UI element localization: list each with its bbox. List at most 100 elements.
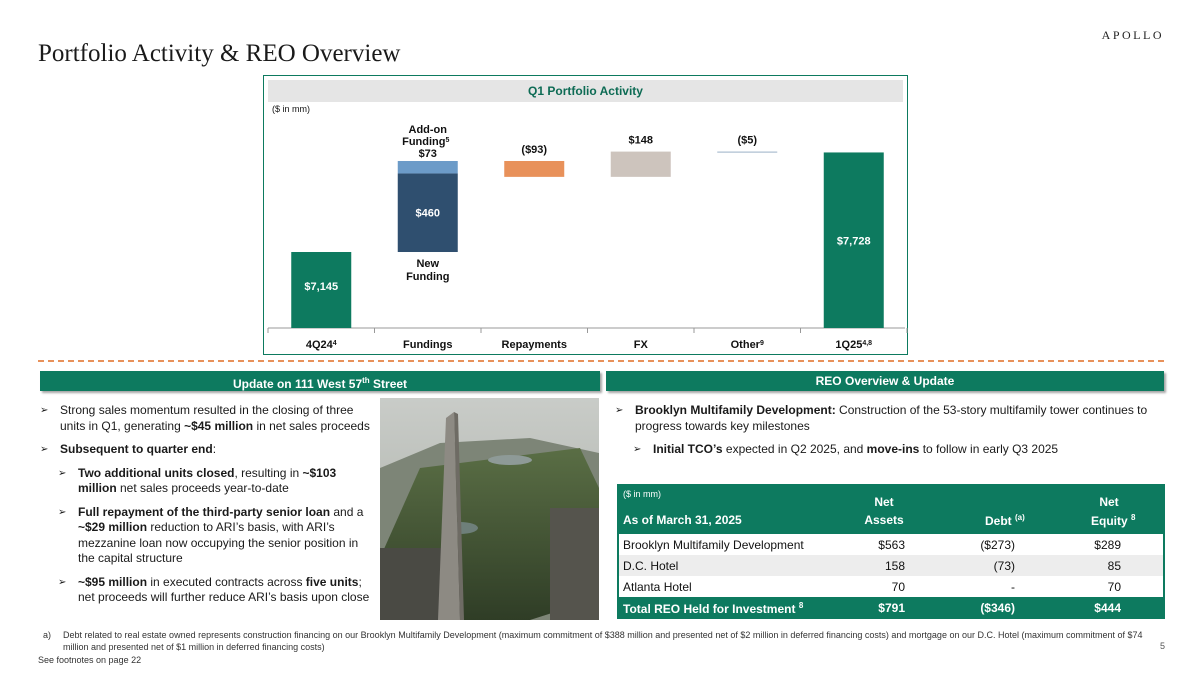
- left-bullet: ➢ Full repayment of the third-party senio…: [58, 505, 370, 567]
- waterfall-bar-repayments: [504, 160, 565, 177]
- reo-cell-name: D.C. Hotel: [623, 559, 679, 573]
- bullet-text: reduction to ARI’s basis, with ARI’s mez…: [78, 520, 359, 565]
- reo-cell-assets: 158: [884, 559, 905, 573]
- series-label: Add-on: [409, 124, 448, 136]
- bullet-text: in executed contracts across: [147, 574, 306, 589]
- arrow-bullet-icon: ➢: [58, 576, 67, 588]
- reo-cell-equity: 70: [1107, 580, 1121, 594]
- bullet-text: Full repayment of the third-party senior…: [78, 504, 331, 519]
- reo-table-row: Brooklyn Multifamily Development $563 ($27…: [619, 534, 1163, 556]
- waterfall-bar-fundings: [397, 173, 458, 253]
- col-as-of: As of March 31, 2025: [623, 513, 742, 527]
- x-tick-label: 1Q254,8: [835, 339, 872, 351]
- right-bullet-list: ➢ Brooklyn Multifamily Development: Const…: [615, 403, 1163, 466]
- bar-value-label: ($93): [521, 144, 547, 156]
- reo-overview-header: REO Overview & Update: [606, 371, 1164, 391]
- reo-cell-debt: ($273): [980, 538, 1015, 552]
- bullet-text: to follow in early Q3 2025: [919, 442, 1059, 456]
- reo-cell-assets: 70: [891, 580, 905, 594]
- footnote-a: a) Debt related to real estate owned rep…: [43, 629, 1143, 653]
- chart-title: Q1 Portfolio Activity: [268, 80, 903, 102]
- reo-table-row: D.C. Hotel 158 (73) 85: [619, 555, 1163, 577]
- page-number: 5: [1159, 641, 1165, 651]
- apollo-logo: APOLLO: [1101, 28, 1164, 42]
- bullet-text: ~$29 million: [78, 520, 148, 534]
- arrow-bullet-icon: ➢: [40, 444, 49, 455]
- bullet-text: in net sales proceeds: [253, 418, 370, 433]
- bullet-text: Strong sales momentum resulted in the cl…: [60, 403, 354, 433]
- bar-value-label: $73: [419, 148, 437, 160]
- update-111-west-57th-header: Update on 111 West 57th Street: [40, 371, 600, 391]
- col-net-equity-line1: Net: [1099, 495, 1119, 509]
- see-footnotes-link[interactable]: See footnotes on page 22: [38, 655, 142, 665]
- col-net-assets-line2: Assets: [864, 513, 904, 527]
- 111-west-57th-photo: [380, 398, 599, 620]
- series-label: Funding: [406, 271, 449, 283]
- series-label: Funding5: [402, 136, 449, 148]
- reo-cell-equity: $289: [1094, 538, 1121, 552]
- bar-value-label: ($5): [737, 135, 757, 147]
- x-tick-label: Fundings: [403, 339, 453, 351]
- reo-table-unit: ($ in mm): [623, 489, 661, 499]
- left-header-text: Update on 111 West 57: [232, 377, 363, 391]
- footnote-a-text: Debt related to real estate owned repres…: [63, 630, 1143, 652]
- arrow-bullet-icon: ➢: [58, 467, 67, 479]
- waterfall-chart-svg: ($ in mm) 4Q244 Fundings Repayments FX Other9…: [267, 104, 908, 351]
- left-bullet: ➢ Two additional units closed, resulting …: [58, 466, 370, 497]
- reo-cell-name: Atlanta Hotel: [623, 580, 692, 594]
- bullet-text: five units: [305, 574, 359, 589]
- waterfall-bar-fx: [610, 151, 671, 177]
- col-debt: Debt (a): [985, 513, 1025, 528]
- reo-cell-equity: 85: [1107, 559, 1121, 573]
- bullet-text: ~$95 million: [78, 574, 148, 589]
- bullet-text: ~$45 million: [184, 418, 254, 433]
- right-bullet: ➢ Initial TCO’s expected in Q2 2025, and …: [633, 442, 1163, 458]
- bullet-text: , resulting in: [234, 465, 303, 480]
- col-net-assets-line1: Net: [874, 495, 894, 509]
- total-debt: ($346): [980, 601, 1015, 615]
- reo-cell-debt: (73): [993, 559, 1015, 573]
- section-divider: [38, 360, 1164, 362]
- bullet-text: ~$103 million: [78, 465, 337, 496]
- reo-table-header: ($ in mm) As of March 31, 2025 Net Asset…: [619, 486, 1163, 534]
- arrow-bullet-icon: ➢: [58, 506, 67, 518]
- portfolio-activity-chart: Q1 Portfolio Activity ($ in mm) 4Q244 Fund…: [263, 75, 908, 355]
- left-header-sup: th: [362, 376, 370, 385]
- reo-table-row: Atlanta Hotel 70 - 70: [619, 576, 1163, 598]
- bullet-text: :: [212, 442, 217, 456]
- total-equity: $444: [1094, 601, 1121, 615]
- col-net-equity-line2: Equity 8: [1091, 513, 1136, 528]
- bullet-text: Initial TCO’s: [653, 442, 723, 456]
- bullet-text: Subsequent to quarter end: [60, 442, 213, 456]
- bar-value-label: $148: [629, 135, 653, 147]
- x-tick-label: 4Q244: [306, 339, 337, 351]
- reo-cell-name: Brooklyn Multifamily Development: [623, 538, 804, 552]
- bullet-text: Two additional units closed: [78, 465, 235, 480]
- total-label: Total REO Held for Investment 8: [623, 601, 804, 616]
- bar-value-label: $7,145: [304, 281, 338, 293]
- left-bullet: ➢ Subsequent to quarter end:: [40, 442, 370, 458]
- x-tick-label: FX: [634, 339, 649, 351]
- arrow-bullet-icon: ➢: [633, 444, 642, 455]
- waterfall-bar-1q25: [823, 152, 884, 328]
- bar-value-label: $460: [416, 208, 440, 220]
- reo-table: ($ in mm) As of March 31, 2025 Net Asset…: [617, 484, 1165, 619]
- waterfall-bar-4q24: [291, 252, 352, 328]
- bullet-text: net sales proceeds year-to-date: [116, 481, 289, 495]
- bullet-text: move-ins: [866, 442, 920, 456]
- arrow-bullet-icon: ➢: [40, 405, 49, 416]
- bullet-text: and a: [330, 504, 364, 519]
- left-header-suffix: Street: [369, 377, 408, 391]
- bullet-text: Brooklyn Multifamily Development:: [635, 403, 836, 417]
- x-tick-label: Other9: [731, 339, 764, 351]
- left-bullet: ➢ ~$95 million in executed contracts acro…: [58, 575, 370, 606]
- arrow-bullet-icon: ➢: [615, 405, 624, 416]
- right-bullet: ➢ Brooklyn Multifamily Development: Const…: [615, 403, 1163, 434]
- total-assets: $791: [878, 601, 905, 615]
- reo-cell-assets: $563: [878, 538, 905, 552]
- page-title: Portfolio Activity & REO Overview: [38, 40, 401, 67]
- waterfall-bar-other: [717, 151, 778, 153]
- bullet-text: ; net proceeds will further reduce ARI’s…: [78, 574, 370, 605]
- bullet-text: expected in Q2 2025, and: [722, 442, 867, 456]
- footnote-a-letter: a): [43, 630, 52, 640]
